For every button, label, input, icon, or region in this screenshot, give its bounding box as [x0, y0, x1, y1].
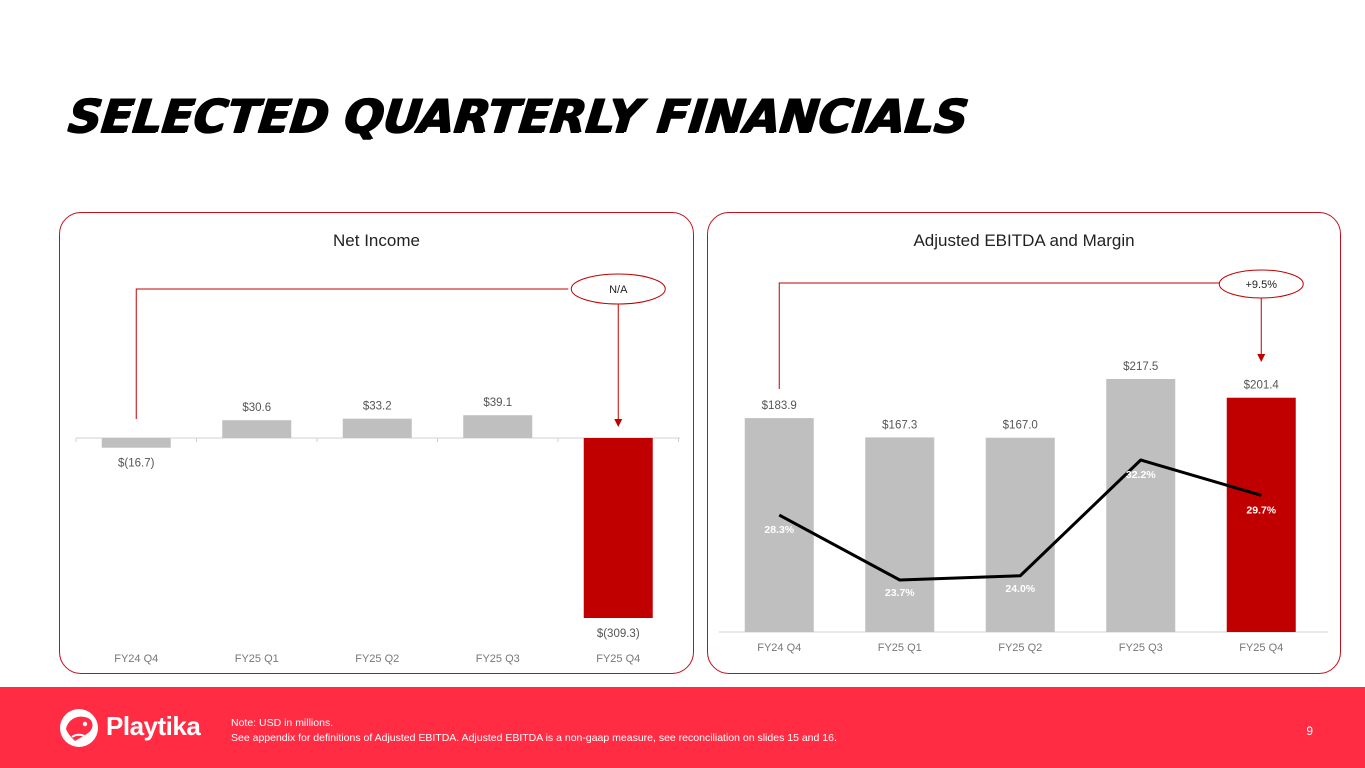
adjusted-ebitda-panel: Adjusted EBITDA and Margin $183.9 FY24 Q4… [707, 212, 1341, 674]
margin-label: 28.3% [764, 524, 794, 536]
data-label: $167.3 [882, 419, 917, 431]
comparison-callout-label: +9.5% [1246, 279, 1278, 291]
x-tick-label: FY25 Q1 [235, 653, 279, 665]
data-label: $33.2 [363, 401, 392, 413]
bar [222, 420, 292, 438]
data-label: $(309.3) [597, 628, 640, 640]
bar [342, 418, 412, 438]
net-income-chart: $(16.7) FY24 Q4 $30.6 FY25 Q1 $33.2 FY25 Q2 $3… [75, 273, 680, 665]
x-tick-label: FY25 Q4 [596, 653, 640, 665]
bar [744, 418, 814, 632]
x-tick-label: FY25 Q3 [476, 653, 520, 665]
data-label: $30.6 [242, 402, 271, 414]
comparison-bracket [778, 282, 1220, 389]
net-income-title: Net Income [333, 231, 420, 250]
comparison-callout-bubble [570, 273, 666, 305]
comparison-bracket [135, 288, 569, 419]
data-label: $39.1 [483, 397, 512, 409]
margin-label: 23.7% [885, 587, 915, 599]
bar [583, 438, 653, 618]
x-tick-label: FY24 Q4 [757, 642, 801, 654]
margin-label: 29.7% [1246, 504, 1276, 516]
margin-line [778, 458, 1262, 582]
net-income-panel: Net Income $(16.7) FY24 Q4 $30.6 FY25 Q1 $33… [59, 212, 694, 674]
data-label: $183.9 [762, 400, 797, 412]
comparison-callout-label: N/A [609, 284, 628, 296]
brand-name: Playtika [106, 711, 201, 741]
bar [1106, 379, 1176, 632]
x-tick-label: FY25 Q2 [355, 653, 399, 665]
footer-bar: Playtika Note: USD in millions. See appe… [0, 687, 1365, 768]
adjusted-ebitda-chart: $183.9 FY24 Q4 $167.3 FY25 Q1 $167.0 FY25 Q2 $… [719, 269, 1328, 654]
bar [865, 437, 935, 632]
data-label: $217.5 [1123, 361, 1158, 373]
bar [101, 438, 171, 448]
data-label: $(16.7) [118, 458, 155, 470]
margin-label: 32.2% [1126, 469, 1156, 481]
cheetah-icon [60, 709, 98, 747]
footnote-line-2: See appendix for definitions of Adjusted… [231, 732, 837, 744]
data-label: $167.0 [1003, 420, 1038, 432]
x-tick-label: FY25 Q4 [1239, 642, 1283, 654]
playtika-logo: Playtika [58, 707, 208, 749]
bar [1226, 397, 1296, 632]
x-tick-label: FY24 Q4 [114, 653, 158, 665]
data-label: $201.4 [1244, 380, 1280, 392]
comparison-arrow-head [1257, 354, 1266, 362]
x-tick-label: FY25 Q1 [878, 642, 922, 654]
comparison-arrow-head [614, 419, 623, 427]
page-number: 9 [1306, 724, 1313, 738]
page-title: SELECTED QUARTERLY FINANCIALS [65, 89, 970, 143]
bar [985, 437, 1055, 632]
x-tick-label: FY25 Q3 [1119, 642, 1163, 654]
x-tick-label: FY25 Q2 [998, 642, 1042, 654]
footnote: Note: USD in millions. See appendix for … [231, 716, 837, 746]
adjusted-ebitda-title: Adjusted EBITDA and Margin [913, 231, 1135, 250]
margin-label: 24.0% [1005, 583, 1035, 595]
bar [463, 415, 533, 438]
footnote-line-1: Note: USD in millions. [231, 717, 334, 729]
comparison-callout-bubble [1218, 269, 1304, 299]
